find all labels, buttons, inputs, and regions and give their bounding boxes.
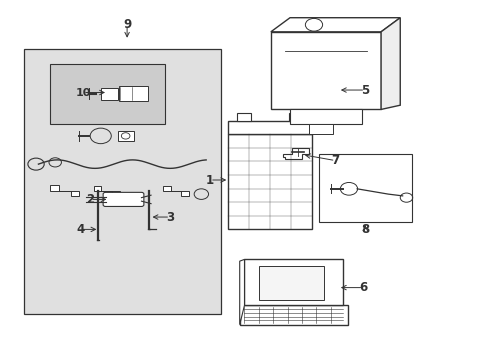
Bar xyxy=(270,32,380,109)
Polygon shape xyxy=(380,18,399,109)
Text: 7: 7 xyxy=(331,154,339,167)
Polygon shape xyxy=(50,185,79,196)
Bar xyxy=(289,109,361,123)
Text: 2: 2 xyxy=(86,193,94,206)
Bar xyxy=(239,305,347,325)
FancyBboxPatch shape xyxy=(103,192,143,207)
Bar xyxy=(244,259,342,305)
Text: 1: 1 xyxy=(205,174,214,186)
Polygon shape xyxy=(239,259,244,325)
Bar xyxy=(227,121,311,134)
Text: 10: 10 xyxy=(75,87,90,98)
Bar xyxy=(101,87,117,100)
Bar xyxy=(119,86,147,101)
Text: 6: 6 xyxy=(359,281,366,294)
Text: 5: 5 xyxy=(361,84,368,96)
Polygon shape xyxy=(282,148,308,159)
Polygon shape xyxy=(163,186,189,196)
Text: 4: 4 xyxy=(76,223,84,236)
Polygon shape xyxy=(93,186,120,196)
Bar xyxy=(24,49,220,314)
Text: 8: 8 xyxy=(361,223,368,236)
Bar xyxy=(308,123,332,134)
Bar xyxy=(227,134,311,229)
Bar xyxy=(117,131,134,141)
Bar xyxy=(237,113,250,121)
Text: 9: 9 xyxy=(122,18,131,31)
Bar xyxy=(318,153,411,222)
Text: 3: 3 xyxy=(166,211,174,224)
Polygon shape xyxy=(270,18,399,32)
Bar xyxy=(288,113,302,121)
Bar xyxy=(50,64,165,123)
Bar xyxy=(258,266,323,300)
